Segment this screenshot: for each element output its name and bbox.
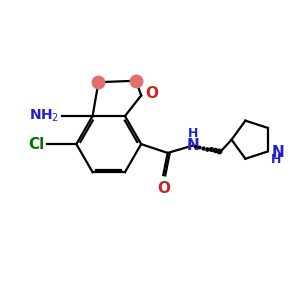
Text: Cl: Cl — [28, 136, 45, 152]
Text: H: H — [271, 153, 282, 166]
Text: N: N — [271, 146, 284, 160]
Text: NH$_2$: NH$_2$ — [29, 107, 59, 124]
Text: O: O — [146, 86, 159, 101]
Text: H: H — [188, 127, 198, 140]
Text: N: N — [186, 138, 199, 153]
Text: O: O — [157, 181, 170, 196]
